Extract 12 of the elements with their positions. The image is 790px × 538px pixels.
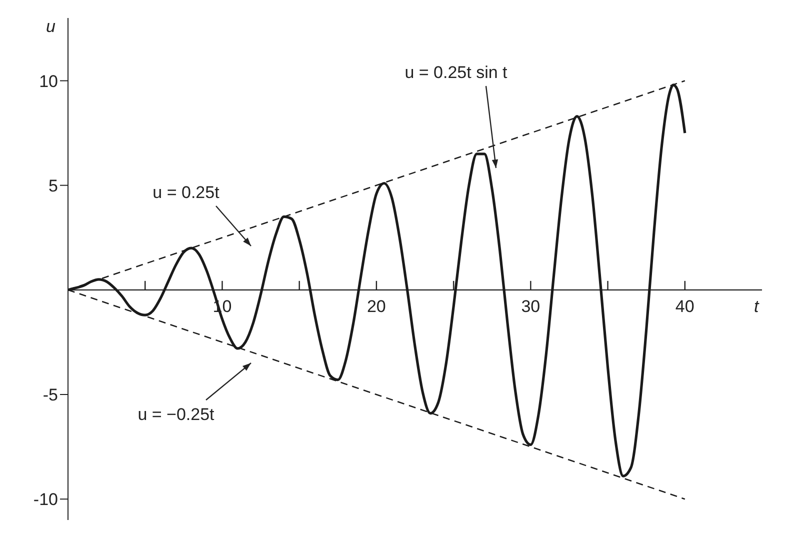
y-tick-label: -10 bbox=[33, 490, 58, 510]
y-tick-label: 5 bbox=[48, 176, 58, 196]
annotation: u = 0.25t sin t bbox=[404, 63, 508, 82]
y-tick-label: -5 bbox=[42, 386, 58, 405]
annotation: u = 0.25t bbox=[152, 183, 220, 202]
x-axis-title: t bbox=[754, 296, 760, 316]
y-tick-label: 10 bbox=[39, 72, 58, 91]
x-tick-label: 30 bbox=[521, 296, 540, 316]
annotation: u = −0.25t bbox=[138, 405, 215, 424]
x-tick-label: 40 bbox=[675, 296, 694, 316]
x-tick-label: 20 bbox=[366, 296, 386, 316]
y-axis-title: u bbox=[46, 17, 56, 36]
